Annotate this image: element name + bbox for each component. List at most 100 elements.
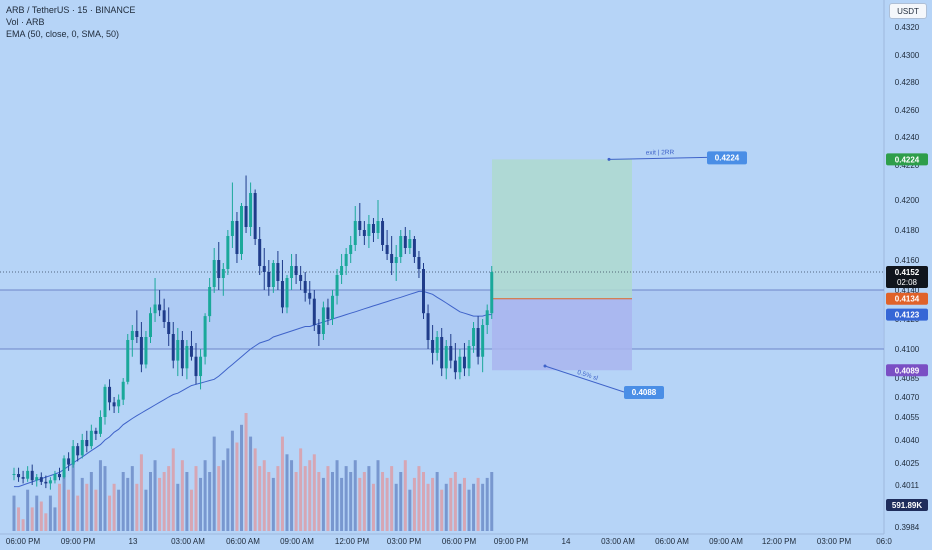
candle (249, 193, 253, 227)
candle (299, 275, 303, 281)
volume-bar (394, 483, 398, 531)
stop-label-box (624, 386, 664, 399)
volume-bar (89, 472, 93, 531)
price-tick-label: 0.4300 (895, 51, 920, 60)
candle (285, 278, 289, 308)
volume-bar (253, 448, 257, 531)
volume-bar (449, 477, 453, 531)
volume-bar (217, 466, 221, 531)
volume-bar (121, 472, 125, 531)
volume-bar (235, 442, 239, 531)
stop-annotation-line (544, 365, 625, 393)
ema-value-badge-box (886, 308, 928, 321)
candle (253, 193, 257, 239)
volume-bar (453, 472, 457, 531)
volume-bar (180, 460, 184, 531)
volume-bar (44, 513, 48, 531)
time-tick-label: 06:00 AM (655, 537, 689, 546)
candle (85, 440, 89, 447)
volume-bar (294, 472, 298, 531)
candle (371, 224, 375, 233)
time-tick-label: 09:00 AM (280, 537, 314, 546)
volume-bar (440, 489, 444, 531)
time-tick-label: 03:00 PM (387, 537, 422, 546)
candle (117, 399, 121, 407)
candle (135, 331, 139, 337)
volume-bar (12, 495, 16, 531)
candle (162, 310, 166, 322)
volume-bar (167, 466, 171, 531)
chart-legend: ARB / TetherUS · 15 · BINANCE Vol · ARB … (6, 4, 135, 40)
volume-bar (17, 507, 21, 531)
volume-bar (367, 466, 371, 531)
candle (394, 257, 398, 263)
candle (171, 334, 175, 361)
volume-bar (94, 489, 98, 531)
volume-bar (26, 489, 30, 531)
volume-bar (189, 489, 193, 531)
price-tick-label: 0.4240 (895, 133, 920, 142)
candle (35, 477, 39, 481)
volume-bar (431, 477, 435, 531)
candle (417, 257, 421, 269)
candle (440, 337, 444, 369)
volume-bar (153, 460, 157, 531)
price-tick-label: 0.4220 (895, 161, 920, 170)
volume-bar (280, 436, 284, 531)
candle (358, 221, 362, 230)
ema-legend[interactable]: EMA (50, close, 0, SMA, 50) (6, 29, 120, 39)
symbol-title[interactable]: ARB / TetherUS · 15 · BINANCE (6, 5, 136, 15)
volume-bar (422, 472, 425, 531)
stop-label: 0.4088 (632, 388, 657, 397)
candle (230, 221, 234, 236)
candle (362, 230, 366, 236)
volume-bar (158, 477, 162, 531)
candle (258, 239, 262, 266)
volume-bar (385, 477, 389, 531)
volume-bar (76, 495, 80, 531)
target-note-label: exit | 2RR (646, 149, 675, 157)
candle (176, 340, 180, 361)
volume-bar (171, 448, 175, 531)
volume-bar (290, 460, 294, 531)
candle (303, 281, 307, 293)
volume-legend[interactable]: Vol · ARB (6, 17, 45, 27)
volume-bar (417, 466, 421, 531)
candle (208, 287, 212, 317)
volume-bar (249, 436, 253, 531)
time-tick-label: 03:00 AM (601, 537, 635, 546)
candle (21, 477, 25, 479)
ema-line[interactable] (14, 290, 492, 488)
currency-button[interactable]: USDT (889, 3, 927, 19)
price-tick-label: 0.4200 (895, 196, 920, 205)
volume-bar (458, 483, 462, 531)
candle (431, 340, 435, 353)
volume-bar (149, 472, 152, 531)
target-zone[interactable] (492, 159, 632, 299)
stop-price-badge-box (886, 364, 928, 377)
entry-price-badge-box (886, 292, 928, 305)
volume-bar (108, 495, 112, 531)
candle (130, 331, 134, 340)
candle (312, 298, 316, 325)
candle (39, 477, 43, 482)
candle (67, 458, 71, 465)
volume-bar (381, 472, 385, 531)
candle (221, 269, 225, 278)
volume-bar (226, 448, 230, 531)
time-tick-label: 06:00 PM (442, 537, 477, 546)
volume-bar (312, 454, 316, 531)
volume-bar (230, 430, 234, 531)
candle (139, 337, 143, 365)
volume-bar (362, 472, 366, 531)
candle (408, 239, 412, 248)
stop-zone[interactable] (492, 298, 632, 371)
candle (112, 402, 116, 407)
candle (353, 221, 357, 245)
volume-bar (212, 436, 216, 531)
volume-bar (62, 472, 66, 531)
candle (340, 266, 344, 275)
candle (412, 239, 416, 257)
target-annotation-line (608, 156, 708, 160)
